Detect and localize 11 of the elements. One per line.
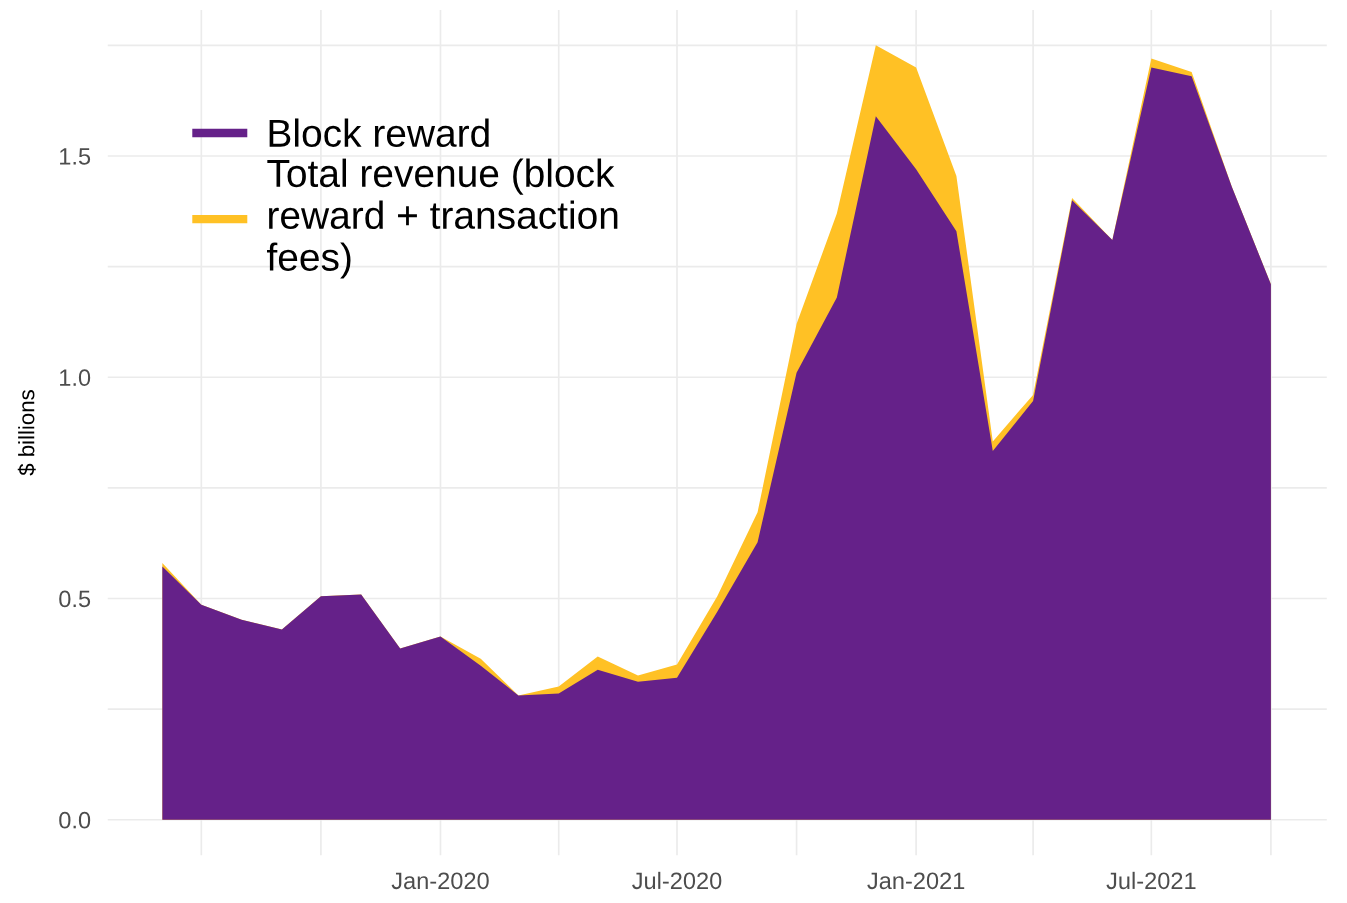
x-tick-label: Jan-2020 xyxy=(391,872,489,890)
y-axis-title: $ billions xyxy=(17,390,36,476)
y-tick-label: 0.5 xyxy=(59,590,91,608)
y-tick-label: 1.0 xyxy=(60,369,91,387)
y-tick-label: 0.0 xyxy=(59,811,91,829)
legend-label: Block reward xyxy=(269,118,489,148)
legend-label: Total revenue (block reward + transaction fees) xyxy=(267,158,618,279)
x-tick-label: Jul-2021 xyxy=(1106,871,1196,890)
y-tick-label: 1.5 xyxy=(60,148,91,165)
x-tick-label: Jan-2021 xyxy=(867,872,965,890)
x-tick-label: Jul-2020 xyxy=(632,871,722,890)
